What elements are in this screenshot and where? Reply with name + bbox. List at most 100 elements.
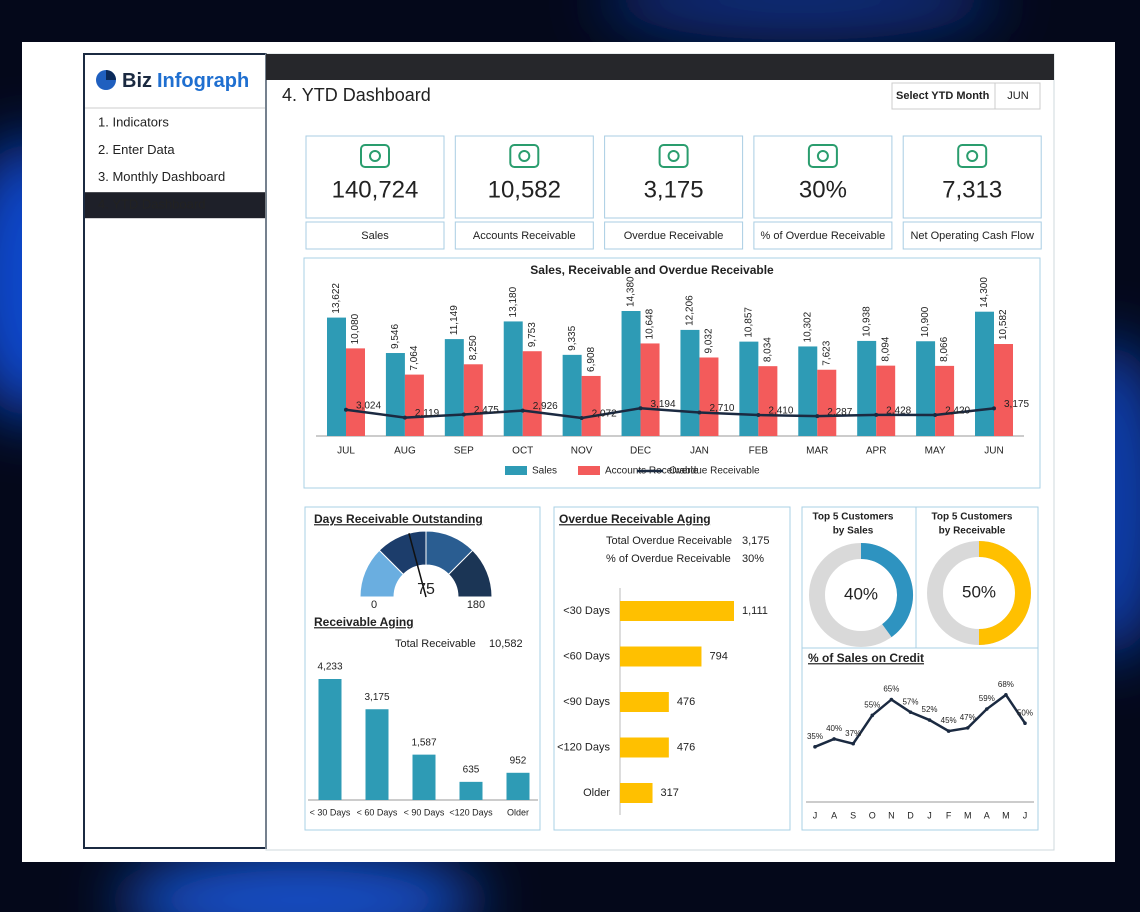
kpi-label: Overdue Receivable	[624, 230, 724, 242]
gauge-max: 180	[467, 599, 485, 611]
bar	[562, 354, 582, 436]
data-label: 317	[661, 787, 679, 799]
x-tick-label: O	[869, 810, 876, 820]
y-tick-label: Older	[583, 787, 610, 799]
line-point	[927, 718, 932, 722]
kpi-icon	[360, 144, 390, 168]
data-label: 45%	[941, 716, 957, 725]
menu-item[interactable]: 1. Indicators	[98, 114, 169, 129]
bar	[680, 329, 700, 436]
chart-title: Receivable Aging	[314, 615, 414, 629]
menu-item[interactable]: 2. Enter Data	[98, 142, 175, 157]
kpi-label-box	[454, 221, 594, 250]
data-label: 9,032	[704, 328, 715, 353]
data-label: 794	[709, 650, 727, 662]
data-label: 2,710	[709, 403, 734, 414]
kpi-icon-dot	[966, 150, 979, 162]
bar	[876, 365, 896, 436]
data-label: 10,648	[645, 308, 656, 339]
summary-label: Total Receivable	[395, 638, 476, 650]
bar	[385, 353, 405, 436]
data-label: 2,420	[945, 406, 970, 417]
data-label: 9,546	[390, 324, 401, 349]
chart-title: % of Sales on Credit	[808, 651, 924, 665]
line-point	[813, 745, 817, 749]
donut-label: 50%	[962, 582, 996, 601]
line-point	[402, 415, 407, 420]
line-point	[815, 414, 820, 419]
bar	[994, 344, 1013, 436]
data-label: 476	[677, 741, 695, 753]
chart-title: Top 5 Customers	[932, 512, 1013, 523]
line-point	[908, 710, 913, 714]
line-point	[520, 408, 525, 413]
data-label: 7,623	[821, 340, 832, 365]
line-point	[992, 406, 996, 411]
line-point	[461, 412, 466, 417]
x-tick-label: MAY	[925, 446, 946, 457]
kpi-icon-dot	[667, 150, 680, 162]
data-label: 47%	[960, 713, 976, 722]
kpi-icon	[658, 144, 689, 168]
data-label: 6,908	[586, 346, 597, 371]
data-label: 2,072	[592, 409, 617, 420]
line-series	[345, 406, 995, 420]
bar	[798, 346, 818, 436]
summary-value: 10,582	[489, 638, 523, 650]
line-point	[697, 410, 702, 415]
bar	[365, 709, 389, 800]
data-label: 3,024	[356, 400, 381, 411]
bar	[503, 321, 523, 436]
kpi-label-box	[902, 221, 1042, 250]
kpi-icon	[957, 144, 988, 168]
data-label: 40%	[826, 724, 842, 733]
data-label: 9,335	[567, 325, 578, 350]
menu-item[interactable]: 4. YTD Dashboard	[98, 197, 205, 212]
bar	[318, 679, 342, 800]
kpi-card	[454, 135, 594, 219]
bar	[444, 339, 464, 436]
bar	[620, 601, 734, 621]
data-label: 14,380	[626, 276, 637, 307]
chart-panel	[553, 506, 791, 831]
gauge-needle	[408, 533, 427, 598]
data-label: 2,475	[474, 405, 499, 416]
selector-value[interactable]: JUN	[1007, 90, 1028, 102]
kpi-label: Sales	[361, 230, 389, 242]
chart-title: Days Receivable Outstanding	[314, 512, 483, 526]
line-point	[638, 406, 643, 411]
gauge-value: 75	[417, 581, 435, 598]
legend-label: Overdue Receivable	[669, 466, 760, 477]
x-tick-label: Older	[507, 807, 529, 817]
selector	[891, 82, 1041, 110]
x-tick-label: AUG	[394, 446, 416, 457]
bar	[620, 692, 669, 712]
menu-active-bg	[85, 192, 266, 219]
data-label: 8,094	[880, 336, 891, 361]
menu-item[interactable]: 3. Monthly Dashboard	[98, 169, 225, 184]
data-label: 8,250	[468, 335, 479, 360]
line-point	[985, 707, 989, 711]
chart-title: by Sales	[833, 526, 874, 537]
data-label: 476	[677, 696, 695, 708]
x-tick-label: F	[946, 810, 952, 820]
kpi-label: Net Operating Cash Flow	[910, 230, 1034, 242]
x-tick-label: OCT	[512, 446, 533, 457]
summary-value: 3,175	[742, 535, 770, 547]
line-point	[344, 407, 348, 412]
data-label: 12,206	[685, 295, 696, 326]
chart-title: Overdue Receivable Aging	[559, 512, 711, 526]
chart-title: by Receivable	[939, 526, 1006, 537]
kpi-value: 140,724	[332, 176, 419, 203]
x-tick-label: M	[1002, 810, 1010, 820]
line-point	[832, 737, 836, 741]
y-tick-label: <60 Days	[563, 650, 610, 662]
x-tick-label: APR	[866, 446, 887, 457]
donut-slice	[978, 541, 1031, 645]
bar	[620, 737, 669, 758]
line-point	[889, 697, 894, 702]
donut-slice	[860, 543, 913, 638]
bar	[506, 772, 530, 800]
kpi-value: 7,313	[942, 176, 1002, 203]
bar	[459, 781, 483, 800]
